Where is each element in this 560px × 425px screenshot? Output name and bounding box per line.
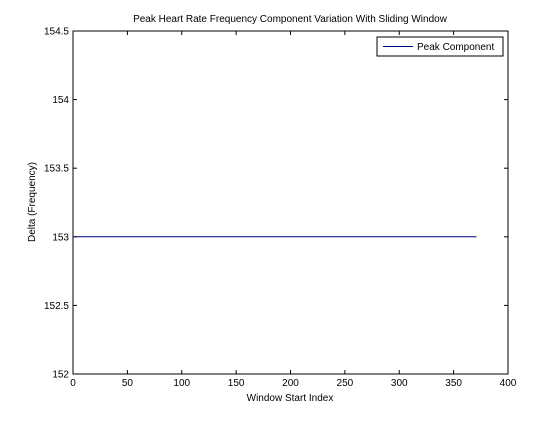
legend-entry-peak-component: Peak Component [417, 42, 494, 53]
legend-box [376, 36, 504, 57]
x-tick-label: 50 [122, 378, 134, 389]
x-tick-label: 350 [445, 378, 462, 389]
x-tick-label: 150 [228, 378, 245, 389]
x-tick-label: 250 [337, 378, 354, 389]
x-tick-label: 100 [173, 378, 190, 389]
y-tick-label: 152 [52, 370, 69, 381]
x-tick-label: 200 [282, 378, 299, 389]
y-tick-label: 152.5 [44, 301, 69, 312]
y-tick-label: 154.5 [44, 27, 69, 38]
x-tick-label: 400 [500, 378, 517, 389]
plot-area [72, 30, 509, 375]
y-tick-label: 153 [52, 232, 69, 243]
y-tick-label: 153.5 [44, 164, 69, 175]
y-tick-label: 154 [52, 95, 69, 106]
y-axis-label: Delta (Frequency) [27, 162, 38, 242]
x-tick-label: 300 [391, 378, 408, 389]
chart-title: Peak Heart Rate Frequency Component Vari… [133, 14, 448, 25]
x-tick-label: 0 [70, 378, 76, 389]
x-axis-ticks: 0 50 100 150 200 250 300 350 400 [70, 31, 517, 389]
x-axis-label: Window Start Index [247, 393, 334, 404]
legend: Peak Component [376, 36, 504, 57]
